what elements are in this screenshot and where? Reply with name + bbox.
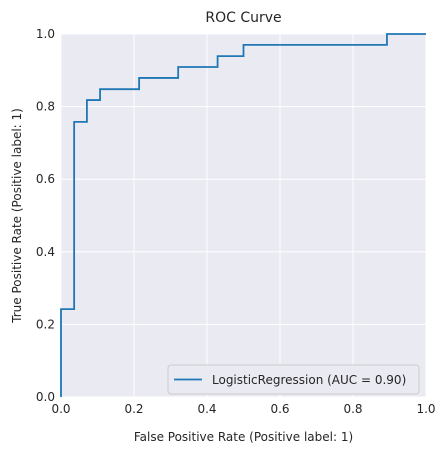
chart-title: ROC Curve <box>205 10 281 26</box>
x-axis-label: False Positive Rate (Positive label: 1) <box>134 430 353 444</box>
x-tick-label: 0.4 <box>197 402 216 416</box>
y-tick-label: 0.0 <box>36 390 55 404</box>
x-tick-label: 0.0 <box>51 402 70 416</box>
y-tick-label: 1.0 <box>36 27 55 41</box>
legend-label: LogisticRegression (AUC = 0.90) <box>212 373 406 387</box>
x-tick-label: 0.2 <box>124 402 143 416</box>
x-tick-label: 0.8 <box>343 402 362 416</box>
y-tick-label: 0.4 <box>36 245 55 259</box>
legend: LogisticRegression (AUC = 0.90) <box>168 365 419 394</box>
x-tick-label: 1.0 <box>416 402 435 416</box>
y-tick-label: 0.8 <box>36 100 55 114</box>
y-axis-label: True Positive Rate (Positive label: 1) <box>10 108 24 324</box>
y-tick-label: 0.2 <box>36 317 55 331</box>
y-tick-label: 0.6 <box>36 172 55 186</box>
x-tick-label: 0.6 <box>270 402 289 416</box>
